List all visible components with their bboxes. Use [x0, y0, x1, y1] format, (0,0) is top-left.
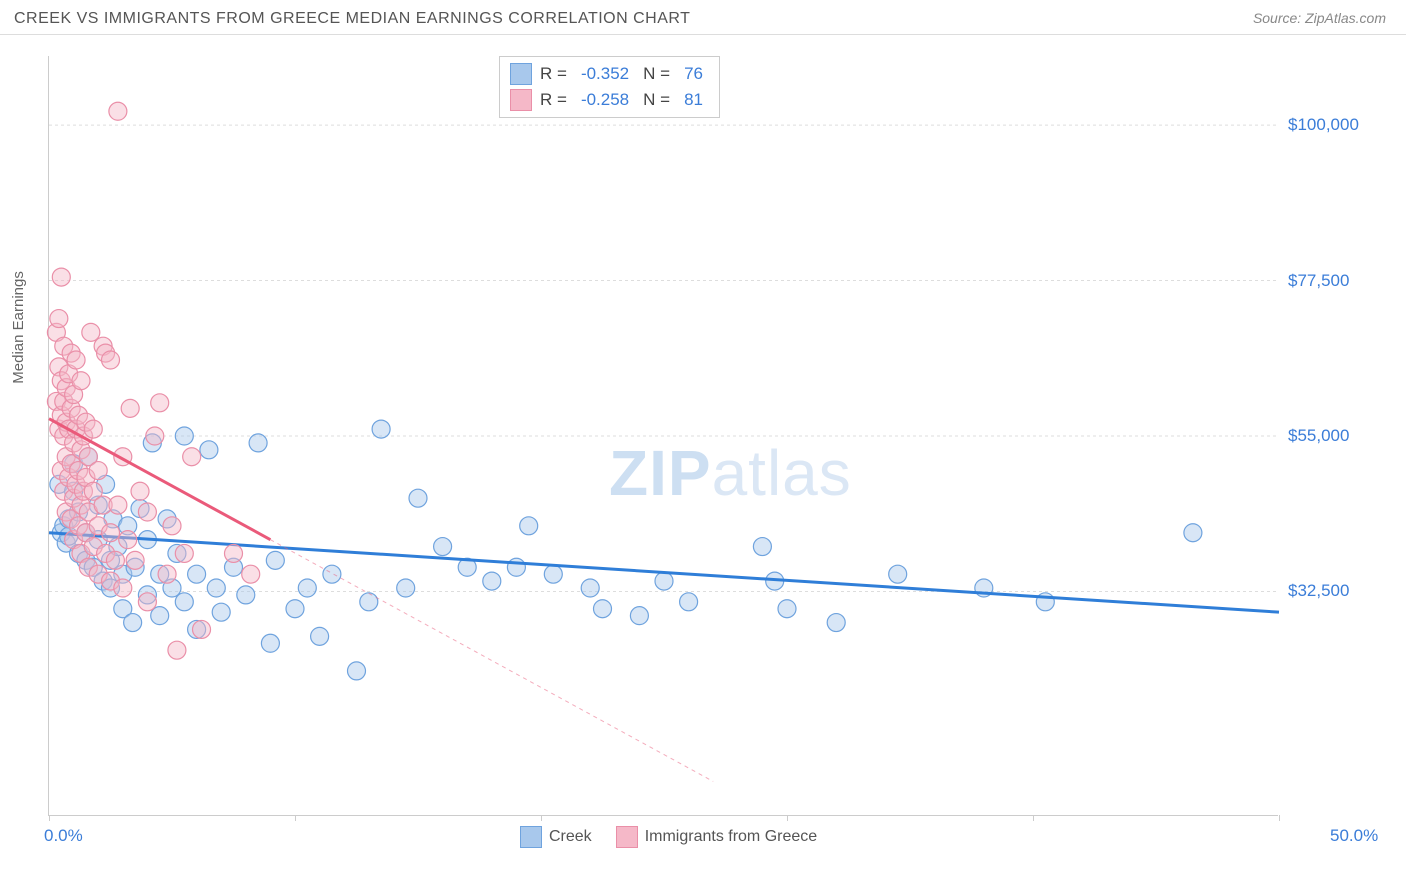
data-point: [249, 434, 267, 452]
data-point: [348, 662, 366, 680]
data-point: [175, 593, 193, 611]
data-point: [72, 372, 90, 390]
data-point: [372, 420, 390, 438]
data-point: [507, 558, 525, 576]
y-axis-title: Median Earnings: [10, 271, 27, 384]
y-tick-label: $55,000: [1288, 426, 1349, 446]
data-point: [434, 538, 452, 556]
plot-area: ZIPatlas R = -0.352 N = 76 R = -0.258 N …: [48, 56, 1278, 816]
data-point: [261, 634, 279, 652]
data-point: [114, 579, 132, 597]
swatch-greece: [510, 89, 532, 111]
y-tick-label: $77,500: [1288, 271, 1349, 291]
data-point: [119, 531, 137, 549]
data-point: [266, 551, 284, 569]
data-point: [827, 614, 845, 632]
data-point: [409, 489, 427, 507]
swatch-creek-icon: [520, 826, 542, 848]
data-point: [138, 593, 156, 611]
data-point: [82, 323, 100, 341]
data-point: [225, 544, 243, 562]
data-point: [158, 565, 176, 583]
data-point: [360, 593, 378, 611]
data-point: [131, 482, 149, 500]
chart-header: CREEK VS IMMIGRANTS FROM GREECE MEDIAN E…: [0, 0, 1406, 35]
r-value-creek: -0.352: [581, 64, 629, 84]
bottom-legend: Creek Immigrants from Greece: [520, 826, 817, 848]
data-point: [207, 579, 225, 597]
data-point: [237, 586, 255, 604]
y-tick-label: $32,500: [1288, 581, 1349, 601]
x-tick: [787, 815, 788, 821]
data-point: [594, 600, 612, 618]
data-point: [1184, 524, 1202, 542]
data-point: [106, 551, 124, 569]
data-point: [753, 538, 771, 556]
n-value-greece: 81: [684, 90, 703, 110]
data-point: [109, 102, 127, 120]
data-point: [323, 565, 341, 583]
data-point: [655, 572, 673, 590]
data-point: [52, 268, 70, 286]
data-point: [397, 579, 415, 597]
data-point: [175, 427, 193, 445]
data-point: [581, 579, 599, 597]
stats-legend-box: R = -0.352 N = 76 R = -0.258 N = 81: [499, 56, 720, 118]
x-tick: [541, 815, 542, 821]
stats-row-creek: R = -0.352 N = 76: [510, 61, 709, 87]
swatch-creek: [510, 63, 532, 85]
data-point: [138, 503, 156, 521]
data-point: [680, 593, 698, 611]
data-point: [124, 614, 142, 632]
x-axis-end-label: 50.0%: [1330, 826, 1378, 846]
data-point: [102, 351, 120, 369]
data-point: [168, 641, 186, 659]
data-point: [109, 496, 127, 514]
n-value-creek: 76: [684, 64, 703, 84]
data-point: [126, 551, 144, 569]
data-point: [89, 462, 107, 480]
data-point: [102, 524, 120, 542]
source-attribution: Source: ZipAtlas.com: [1253, 10, 1386, 28]
data-point: [483, 572, 501, 590]
data-point: [121, 399, 139, 417]
data-point: [146, 427, 164, 445]
data-point: [175, 544, 193, 562]
data-point: [193, 620, 211, 638]
data-point: [151, 394, 169, 412]
x-tick: [1279, 815, 1280, 821]
swatch-greece-icon: [616, 826, 638, 848]
data-point: [163, 517, 181, 535]
legend-item-creek: Creek: [520, 826, 592, 848]
x-tick: [295, 815, 296, 821]
stats-row-greece: R = -0.258 N = 81: [510, 87, 709, 113]
data-point: [544, 565, 562, 583]
data-point: [311, 627, 329, 645]
scatter-svg: [49, 56, 1278, 815]
data-point: [84, 420, 102, 438]
r-value-greece: -0.258: [581, 90, 629, 110]
data-point: [778, 600, 796, 618]
chart-title: CREEK VS IMMIGRANTS FROM GREECE MEDIAN E…: [14, 10, 690, 28]
data-point: [183, 448, 201, 466]
legend-item-greece: Immigrants from Greece: [616, 826, 817, 848]
data-point: [298, 579, 316, 597]
data-point: [286, 600, 304, 618]
data-point: [67, 351, 85, 369]
data-point: [889, 565, 907, 583]
data-point: [50, 310, 68, 328]
x-tick: [49, 815, 50, 821]
data-point: [630, 607, 648, 625]
data-point: [212, 603, 230, 621]
data-point: [242, 565, 260, 583]
data-point: [200, 441, 218, 459]
y-tick-label: $100,000: [1288, 115, 1359, 135]
x-axis-start-label: 0.0%: [44, 826, 83, 846]
x-tick: [1033, 815, 1034, 821]
data-point: [151, 607, 169, 625]
data-point: [520, 517, 538, 535]
data-point: [188, 565, 206, 583]
